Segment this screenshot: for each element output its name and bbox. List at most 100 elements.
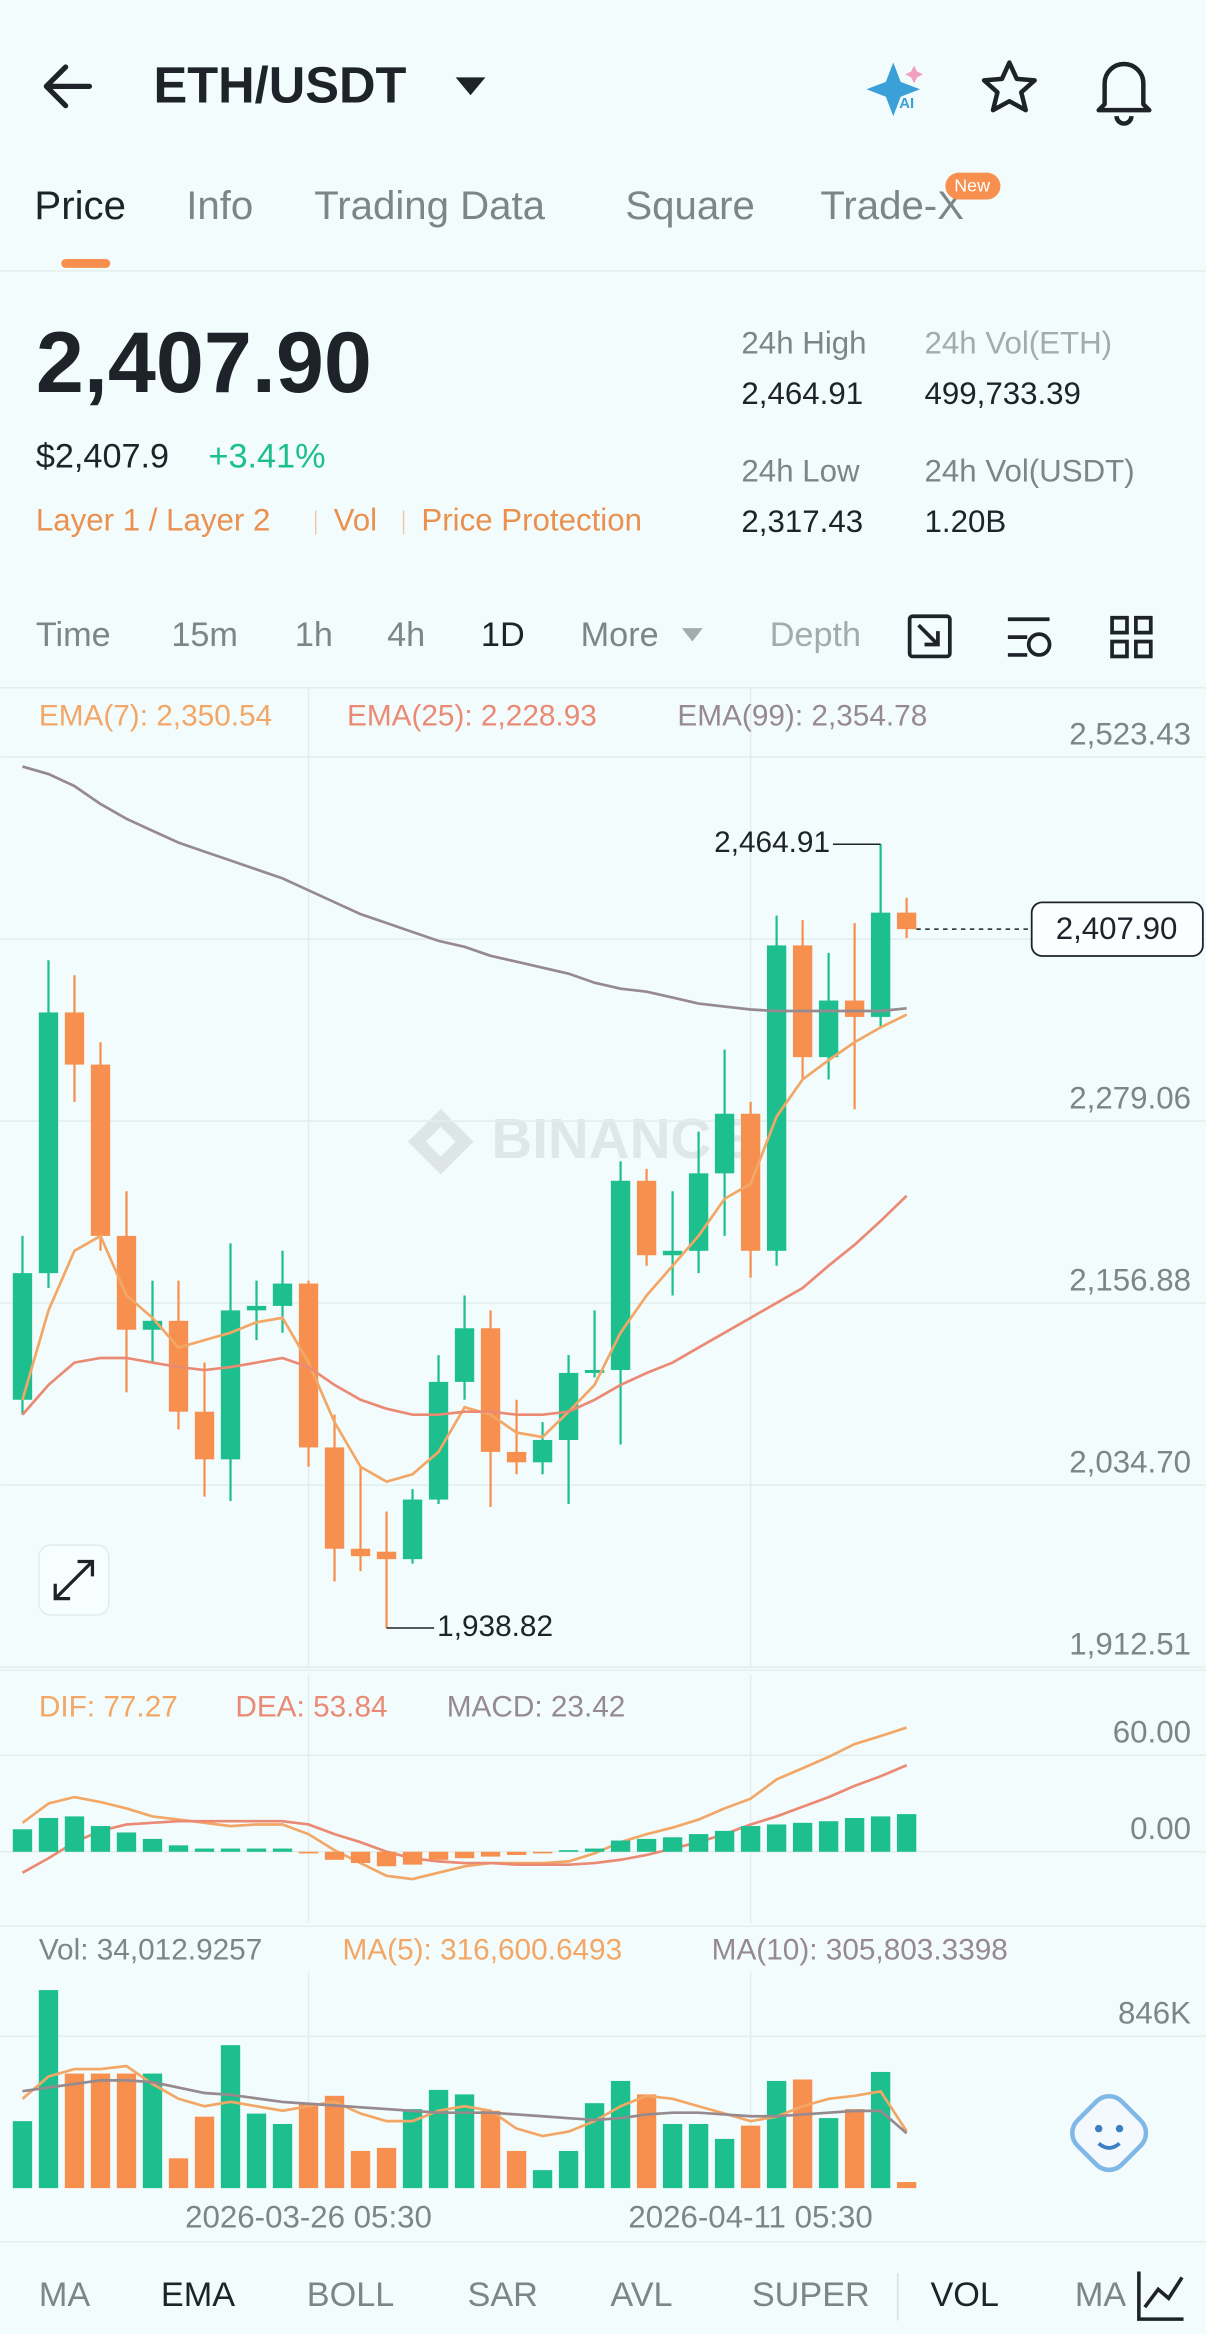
tab[interactable]: Trade-X — [820, 183, 964, 228]
tab[interactable]: Trading Data — [314, 183, 545, 228]
interval[interactable]: 1h — [295, 616, 333, 654]
bar — [636, 2094, 657, 2189]
marks — [12, 765, 917, 2189]
bar — [194, 2116, 215, 2189]
candle-body — [896, 912, 917, 930]
more-caret[interactable] — [681, 628, 703, 642]
bar — [688, 2124, 709, 2189]
pair-title[interactable]: ETH/USDT — [153, 57, 406, 114]
pair-dropdown[interactable] — [455, 77, 486, 96]
tag[interactable]: Layer 1 / Layer 2 — [36, 503, 271, 538]
bar — [376, 1851, 397, 1867]
low-annotation: 1,938.82 — [437, 1610, 553, 1643]
candle-body — [532, 1439, 553, 1463]
bar — [116, 2073, 137, 2189]
indicator[interactable]: BOLL — [307, 2276, 395, 2314]
back-button[interactable] — [43, 64, 93, 109]
bar — [896, 1814, 917, 1852]
notification-button[interactable] — [1096, 61, 1152, 126]
price-change: +3.41% — [209, 438, 326, 476]
candle-body — [558, 1372, 579, 1440]
bar — [168, 1845, 189, 1852]
last-price: 2,407.90 — [36, 315, 372, 411]
indicator[interactable]: SAR — [468, 2276, 538, 2314]
bar — [740, 2125, 761, 2189]
bar — [480, 1851, 501, 1857]
bar — [610, 1840, 631, 1852]
indicator[interactable]: MA — [1075, 2276, 1127, 2314]
bar — [142, 1838, 163, 1852]
interval[interactable]: Time — [36, 616, 111, 654]
x-tick-label: 2026-04-11 05:30 — [628, 2200, 872, 2235]
candle-body — [870, 912, 891, 1017]
bar — [272, 1848, 293, 1852]
candle-body — [688, 1173, 709, 1251]
indicator-active[interactable]: VOL — [930, 2276, 998, 2314]
line-series — [22, 765, 907, 1013]
tag[interactable]: Price Protection — [421, 503, 642, 538]
bar — [532, 1851, 553, 1854]
assistant-button[interactable] — [1065, 2089, 1153, 2177]
watermark-logo — [408, 1108, 474, 1175]
legend-entry: EMA(25): 2,228.93 — [347, 699, 597, 732]
bar — [12, 1829, 33, 1852]
candle-body — [38, 1012, 59, 1274]
stat-label: 24h Vol(ETH) — [925, 326, 1113, 361]
tab-active[interactable]: Price — [34, 183, 126, 228]
favorite-button[interactable] — [981, 60, 1037, 113]
bar — [896, 2182, 917, 2189]
interval[interactable]: More — [581, 616, 659, 654]
interval-active[interactable]: 1D — [481, 616, 525, 654]
svg-text:AI: AI — [899, 96, 914, 112]
indicator-active[interactable]: EMA — [161, 2276, 235, 2314]
candle-body — [844, 1000, 865, 1017]
bar — [246, 1848, 267, 1852]
indicator-settings[interactable] — [1137, 2271, 1184, 2321]
interval[interactable]: 15m — [171, 616, 238, 654]
candle-body — [792, 945, 813, 1058]
legend-entry: DIF: 77.27 — [39, 1691, 178, 1724]
line-series — [21, 1764, 908, 1874]
ai-button[interactable]: AI — [866, 62, 924, 117]
bar — [220, 2045, 241, 2189]
grid — [0, 687, 1206, 2189]
bar — [818, 2118, 839, 2189]
candle-body — [584, 1369, 605, 1373]
candle-body — [662, 1250, 683, 1256]
tab[interactable]: Info — [186, 183, 253, 228]
candle-body — [402, 1499, 423, 1560]
legend-entry: Vol: 34,012.9257 — [39, 1933, 262, 1966]
interval[interactable]: 4h — [387, 616, 425, 654]
indicator[interactable]: MA — [39, 2276, 91, 2314]
depth-tab[interactable]: Depth — [770, 616, 861, 654]
badge-text: New — [954, 176, 990, 196]
bar — [844, 1818, 865, 1852]
candle-body — [376, 1551, 397, 1560]
bar — [584, 1848, 605, 1852]
tag[interactable]: Vol — [334, 503, 377, 538]
candle-body — [714, 1113, 735, 1174]
candle-body — [506, 1451, 527, 1463]
indicator[interactable]: AVL — [610, 2276, 672, 2314]
candle-body — [12, 1273, 33, 1400]
expand-button[interactable] — [38, 1544, 110, 1616]
bar — [12, 2121, 33, 2189]
tab[interactable]: Square — [625, 183, 755, 228]
bar — [402, 2109, 423, 2189]
badge — [945, 172, 1001, 200]
candle-body — [272, 1283, 293, 1306]
bar — [480, 2110, 501, 2189]
y-tick-label: 846K — [1118, 1996, 1191, 2031]
line-series — [21, 1013, 908, 1484]
bar — [792, 1822, 813, 1852]
bar — [38, 1990, 59, 2189]
bar — [870, 2071, 891, 2189]
bar — [376, 2147, 397, 2189]
chart-tools[interactable] — [907, 614, 1153, 659]
legend-entry: MA(10): 305,803.3398 — [712, 1933, 1008, 1966]
legend-entry: EMA(7): 2,350.54 — [39, 699, 272, 732]
bar — [142, 2073, 163, 2189]
indicator[interactable]: SUPER — [752, 2276, 870, 2314]
bar — [818, 1821, 839, 1852]
bar — [428, 2089, 449, 2189]
